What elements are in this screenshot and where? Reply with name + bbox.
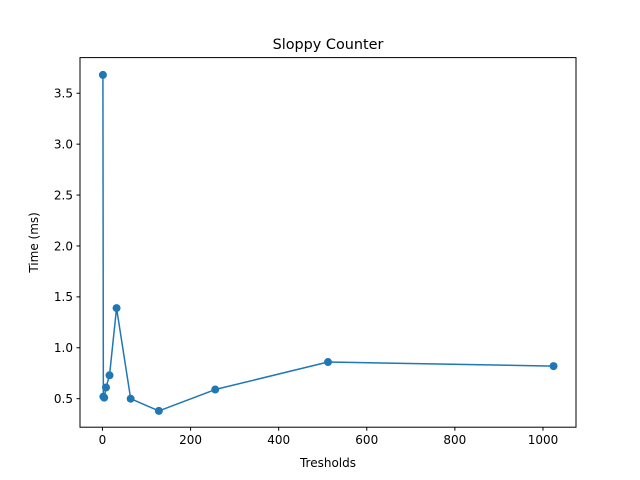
data-point[interactable] — [126, 394, 135, 403]
y-tick-label: 3.5 — [54, 87, 73, 101]
x-tick-label: 1000 — [528, 433, 559, 447]
y-axis-label: Time (ms) — [27, 212, 41, 274]
y-axis: 0.5 1.0 1.5 2.0 2.5 3.0 3.5 — [54, 87, 80, 406]
y-tick-label: 0.5 — [54, 392, 73, 406]
x-tick-label: 800 — [443, 433, 466, 447]
plot-area — [79, 57, 577, 428]
x-axis: 0 200 400 600 800 1000 — [99, 427, 559, 447]
data-point[interactable] — [112, 304, 121, 313]
data-point[interactable] — [549, 362, 558, 371]
x-tick-label: 400 — [267, 433, 290, 447]
x-tick-label: 0 — [99, 433, 107, 447]
y-tick-label: 2.5 — [54, 188, 73, 202]
x-tick-label: 200 — [179, 433, 202, 447]
y-tick-label: 1.5 — [54, 290, 73, 304]
data-point[interactable] — [101, 383, 110, 392]
data-point[interactable] — [154, 406, 163, 415]
data-point[interactable] — [324, 358, 332, 367]
data-point[interactable] — [105, 371, 114, 380]
x-tick-label: 600 — [355, 433, 378, 447]
data-point[interactable] — [98, 70, 107, 79]
data-point[interactable] — [211, 385, 220, 394]
y-tick-label: 2.0 — [54, 239, 73, 253]
y-tick-label: 1.0 — [54, 341, 73, 355]
series-layer — [98, 70, 558, 415]
data-point[interactable] — [100, 393, 109, 402]
y-tick-label: 3.0 — [54, 137, 73, 151]
x-axis-label: Tresholds — [299, 456, 356, 470]
chart-title: Sloppy Counter — [273, 37, 384, 53]
